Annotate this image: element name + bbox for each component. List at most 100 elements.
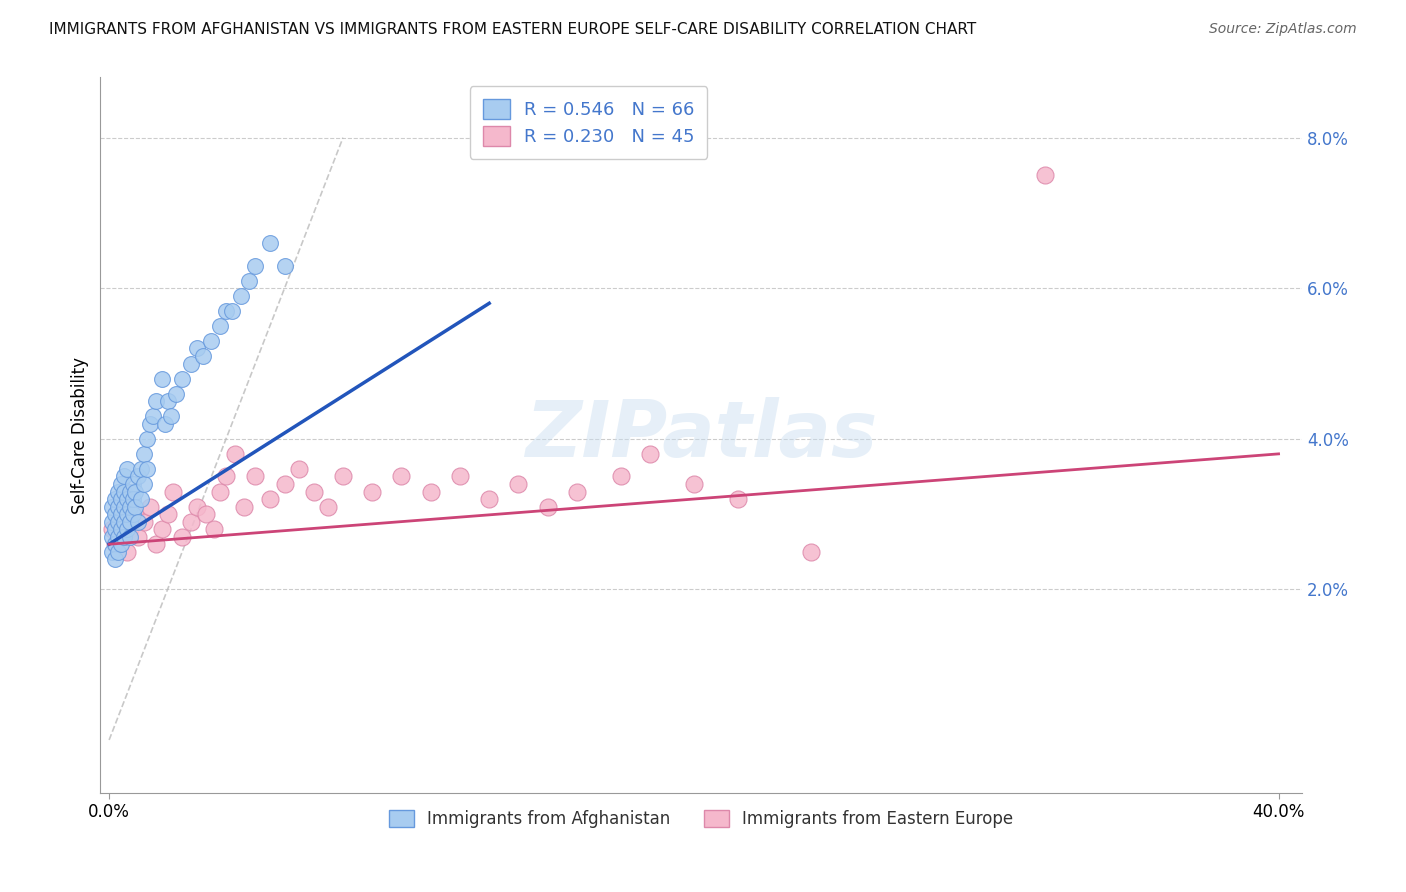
- Point: [165, 386, 187, 401]
- Point: [124, 507, 146, 521]
- Point: [121, 507, 143, 521]
- Point: [288, 462, 311, 476]
- Point: [156, 394, 179, 409]
- Point: [127, 469, 149, 483]
- Point: [110, 477, 132, 491]
- Point: [215, 303, 238, 318]
- Point: [727, 491, 749, 506]
- Point: [118, 500, 141, 514]
- Text: IMMIGRANTS FROM AFGHANISTAN VS IMMIGRANTS FROM EASTERN EUROPE SELF-CARE DISABILI: IMMIGRANTS FROM AFGHANISTAN VS IMMIGRANT…: [49, 22, 976, 37]
- Point: [361, 484, 384, 499]
- Point: [110, 491, 132, 506]
- Point: [107, 500, 129, 514]
- Point: [302, 484, 325, 499]
- Point: [232, 500, 254, 514]
- Point: [150, 522, 173, 536]
- Text: Source: ZipAtlas.com: Source: ZipAtlas.com: [1209, 22, 1357, 37]
- Point: [638, 447, 661, 461]
- Point: [209, 484, 232, 499]
- Point: [159, 409, 181, 424]
- Point: [273, 259, 295, 273]
- Point: [150, 371, 173, 385]
- Point: [245, 259, 267, 273]
- Point: [112, 484, 135, 499]
- Point: [136, 462, 159, 476]
- Point: [1033, 169, 1056, 183]
- Point: [115, 545, 138, 559]
- Point: [104, 507, 127, 521]
- Point: [273, 477, 295, 491]
- Point: [104, 537, 127, 551]
- Point: [224, 447, 246, 461]
- Point: [110, 537, 132, 551]
- Point: [121, 491, 143, 506]
- Point: [162, 484, 184, 499]
- Point: [112, 500, 135, 514]
- Point: [229, 289, 252, 303]
- Point: [142, 409, 165, 424]
- Point: [115, 522, 138, 536]
- Point: [115, 462, 138, 476]
- Point: [156, 507, 179, 521]
- Text: ZIPatlas: ZIPatlas: [524, 397, 877, 473]
- Point: [202, 522, 225, 536]
- Point: [118, 515, 141, 529]
- Point: [449, 469, 471, 483]
- Point: [391, 469, 413, 483]
- Point: [186, 342, 208, 356]
- Point: [129, 462, 152, 476]
- Point: [180, 515, 202, 529]
- Point: [682, 477, 704, 491]
- Point: [537, 500, 560, 514]
- Point: [200, 334, 222, 348]
- Point: [139, 500, 162, 514]
- Point: [508, 477, 530, 491]
- Point: [112, 500, 135, 514]
- Point: [800, 545, 823, 559]
- Point: [318, 500, 340, 514]
- Point: [107, 515, 129, 529]
- Point: [101, 500, 124, 514]
- Point: [145, 537, 167, 551]
- Point: [107, 484, 129, 499]
- Point: [172, 371, 194, 385]
- Point: [332, 469, 354, 483]
- Point: [101, 545, 124, 559]
- Point: [134, 447, 156, 461]
- Point: [478, 491, 501, 506]
- Point: [180, 357, 202, 371]
- Point: [259, 235, 281, 250]
- Point: [259, 491, 281, 506]
- Point: [245, 469, 267, 483]
- Point: [194, 507, 217, 521]
- Point: [134, 477, 156, 491]
- Point: [118, 530, 141, 544]
- Point: [139, 417, 162, 431]
- Point: [127, 515, 149, 529]
- Point: [107, 545, 129, 559]
- Point: [209, 318, 232, 333]
- Point: [565, 484, 588, 499]
- Point: [112, 530, 135, 544]
- Point: [101, 522, 124, 536]
- Point: [104, 537, 127, 551]
- Point: [104, 491, 127, 506]
- Point: [110, 507, 132, 521]
- Point: [124, 500, 146, 514]
- Point: [215, 469, 238, 483]
- Point: [221, 303, 243, 318]
- Point: [136, 432, 159, 446]
- Point: [101, 515, 124, 529]
- Point: [115, 507, 138, 521]
- Point: [112, 515, 135, 529]
- Point: [124, 484, 146, 499]
- Point: [110, 522, 132, 536]
- Point: [118, 484, 141, 499]
- Point: [127, 530, 149, 544]
- Point: [110, 530, 132, 544]
- Point: [107, 530, 129, 544]
- Point: [107, 515, 129, 529]
- Point: [419, 484, 441, 499]
- Point: [145, 394, 167, 409]
- Point: [134, 515, 156, 529]
